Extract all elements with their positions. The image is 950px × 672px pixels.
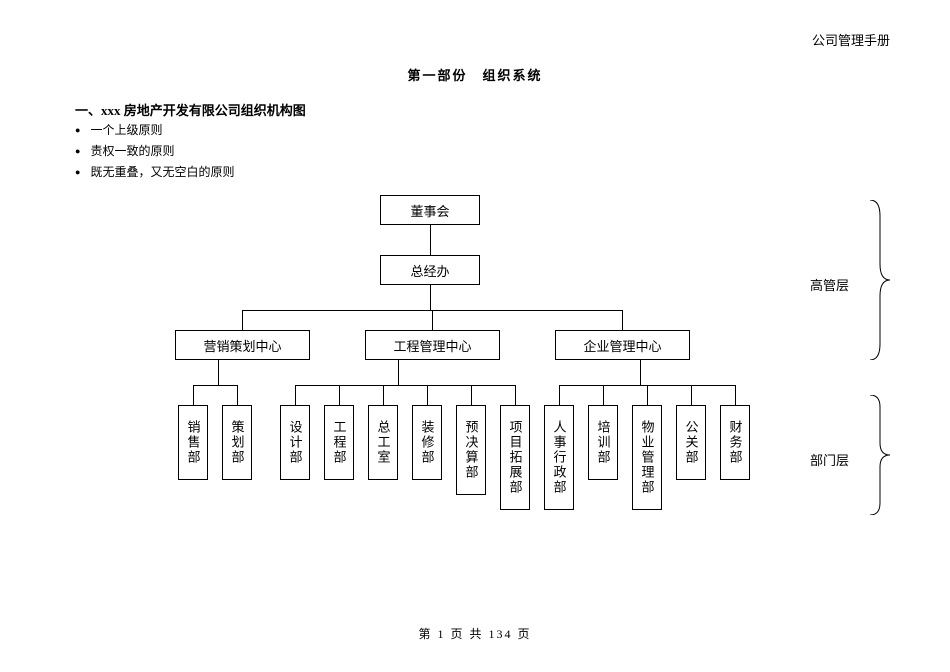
conn-dept-bus-0	[193, 385, 237, 386]
conn-dept-d12	[691, 385, 692, 405]
org-dept-d11: 物业管理部	[632, 405, 662, 510]
org-node-board: 董事会	[380, 195, 480, 225]
org-node-c2: 工程管理中心	[365, 330, 500, 360]
org-dept-d4: 工程部	[324, 405, 354, 480]
org-dept-d2: 策划部	[222, 405, 252, 480]
org-dept-d10: 培训部	[588, 405, 618, 480]
org-dept-d13: 财务部	[720, 405, 750, 480]
conn-dept-d5	[383, 385, 384, 405]
header-right: 公司管理手册	[812, 30, 890, 49]
org-dept-d6: 装修部	[412, 405, 442, 480]
side-label-sl1: 高管层	[810, 275, 849, 294]
conn-dept-d11	[647, 385, 648, 405]
principle-item: 既无重叠，又无空白的原则	[75, 162, 234, 183]
conn-dept-bus-1	[295, 385, 515, 386]
org-dept-d1: 销售部	[178, 405, 208, 480]
brace-b2	[870, 395, 890, 515]
page-footer: 第 1 页 共 134 页	[0, 625, 950, 642]
conn-dept-d6	[427, 385, 428, 405]
org-dept-d3: 设计部	[280, 405, 310, 480]
conn-board-gm	[430, 225, 431, 255]
org-node-gm: 总经办	[380, 255, 480, 285]
page-title: 第一部份 组织系统	[0, 65, 950, 84]
conn-dept-d9	[559, 385, 560, 405]
conn-center-down-2	[640, 360, 641, 385]
section-heading: 一、xxx 房地产开发有限公司组织机构图	[75, 100, 306, 119]
org-node-c1: 营销策划中心	[175, 330, 310, 360]
brace-b1	[870, 200, 890, 360]
principle-list: 一个上级原则责权一致的原则既无重叠，又无空白的原则	[75, 120, 234, 183]
side-label-sl2: 部门层	[810, 450, 849, 469]
conn-center-down-1	[398, 360, 399, 385]
conn-dept-d13	[735, 385, 736, 405]
org-dept-d5: 总工室	[368, 405, 398, 480]
org-dept-d8: 项目拓展部	[500, 405, 530, 510]
conn-dept-d2	[237, 385, 238, 405]
conn-dept-d8	[515, 385, 516, 405]
conn-dept-d3	[295, 385, 296, 405]
org-dept-d7: 预决算部	[456, 405, 486, 495]
conn-dept-d10	[603, 385, 604, 405]
conn-center-down-0	[218, 360, 219, 385]
principle-item: 一个上级原则	[75, 120, 234, 141]
conn-center-drop-0	[242, 310, 243, 330]
principle-item: 责权一致的原则	[75, 141, 234, 162]
conn-gm-down	[430, 285, 431, 310]
conn-dept-d4	[339, 385, 340, 405]
conn-center-drop-1	[432, 310, 433, 330]
org-node-c3: 企业管理中心	[555, 330, 690, 360]
org-dept-d9: 人事行政部	[544, 405, 574, 510]
conn-dept-d7	[471, 385, 472, 405]
org-dept-d12: 公关部	[676, 405, 706, 480]
conn-center-drop-2	[622, 310, 623, 330]
conn-dept-d1	[193, 385, 194, 405]
